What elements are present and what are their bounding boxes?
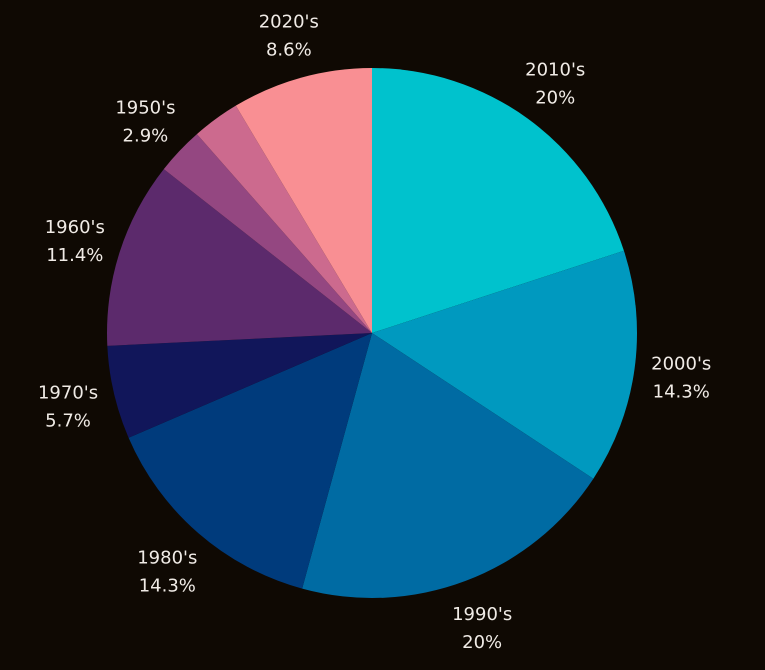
pie-slice-2020s: [235, 68, 372, 333]
slice-label: 1950's: [115, 98, 175, 119]
slice-label: 1980's: [137, 547, 197, 568]
slice-percent-label: 5.7%: [45, 410, 91, 431]
slice-label: 2020's: [259, 11, 319, 32]
pie-slice-2010s: [372, 68, 624, 333]
slice-label: 2000's: [651, 353, 711, 374]
slice-percent-label: 20%: [535, 87, 575, 108]
slice-percent-label: 8.6%: [266, 39, 312, 60]
pie-slice-1950s: [163, 134, 372, 333]
slice-percent-label: 14.3%: [653, 381, 710, 402]
pie-slice-2000s: [372, 250, 638, 479]
pie-slice-1990s: [302, 333, 594, 598]
slice-percent-label: 11.4%: [46, 245, 103, 266]
pie-slice-1960s: [107, 169, 372, 346]
slice-percent-label: 2.9%: [123, 126, 169, 147]
slice-label: 1960's: [45, 217, 105, 238]
slice-label: 1990's: [452, 604, 512, 625]
slice-label: 1970's: [38, 382, 98, 403]
pie-slice-unlabeled-7: [196, 105, 372, 333]
pie-slice-1970s: [107, 333, 373, 438]
slice-percent-label: 14.3%: [139, 575, 196, 596]
slice-percent-label: 20%: [462, 632, 502, 653]
pie-slice-1980s: [128, 333, 372, 589]
slice-label: 2010's: [525, 59, 585, 80]
